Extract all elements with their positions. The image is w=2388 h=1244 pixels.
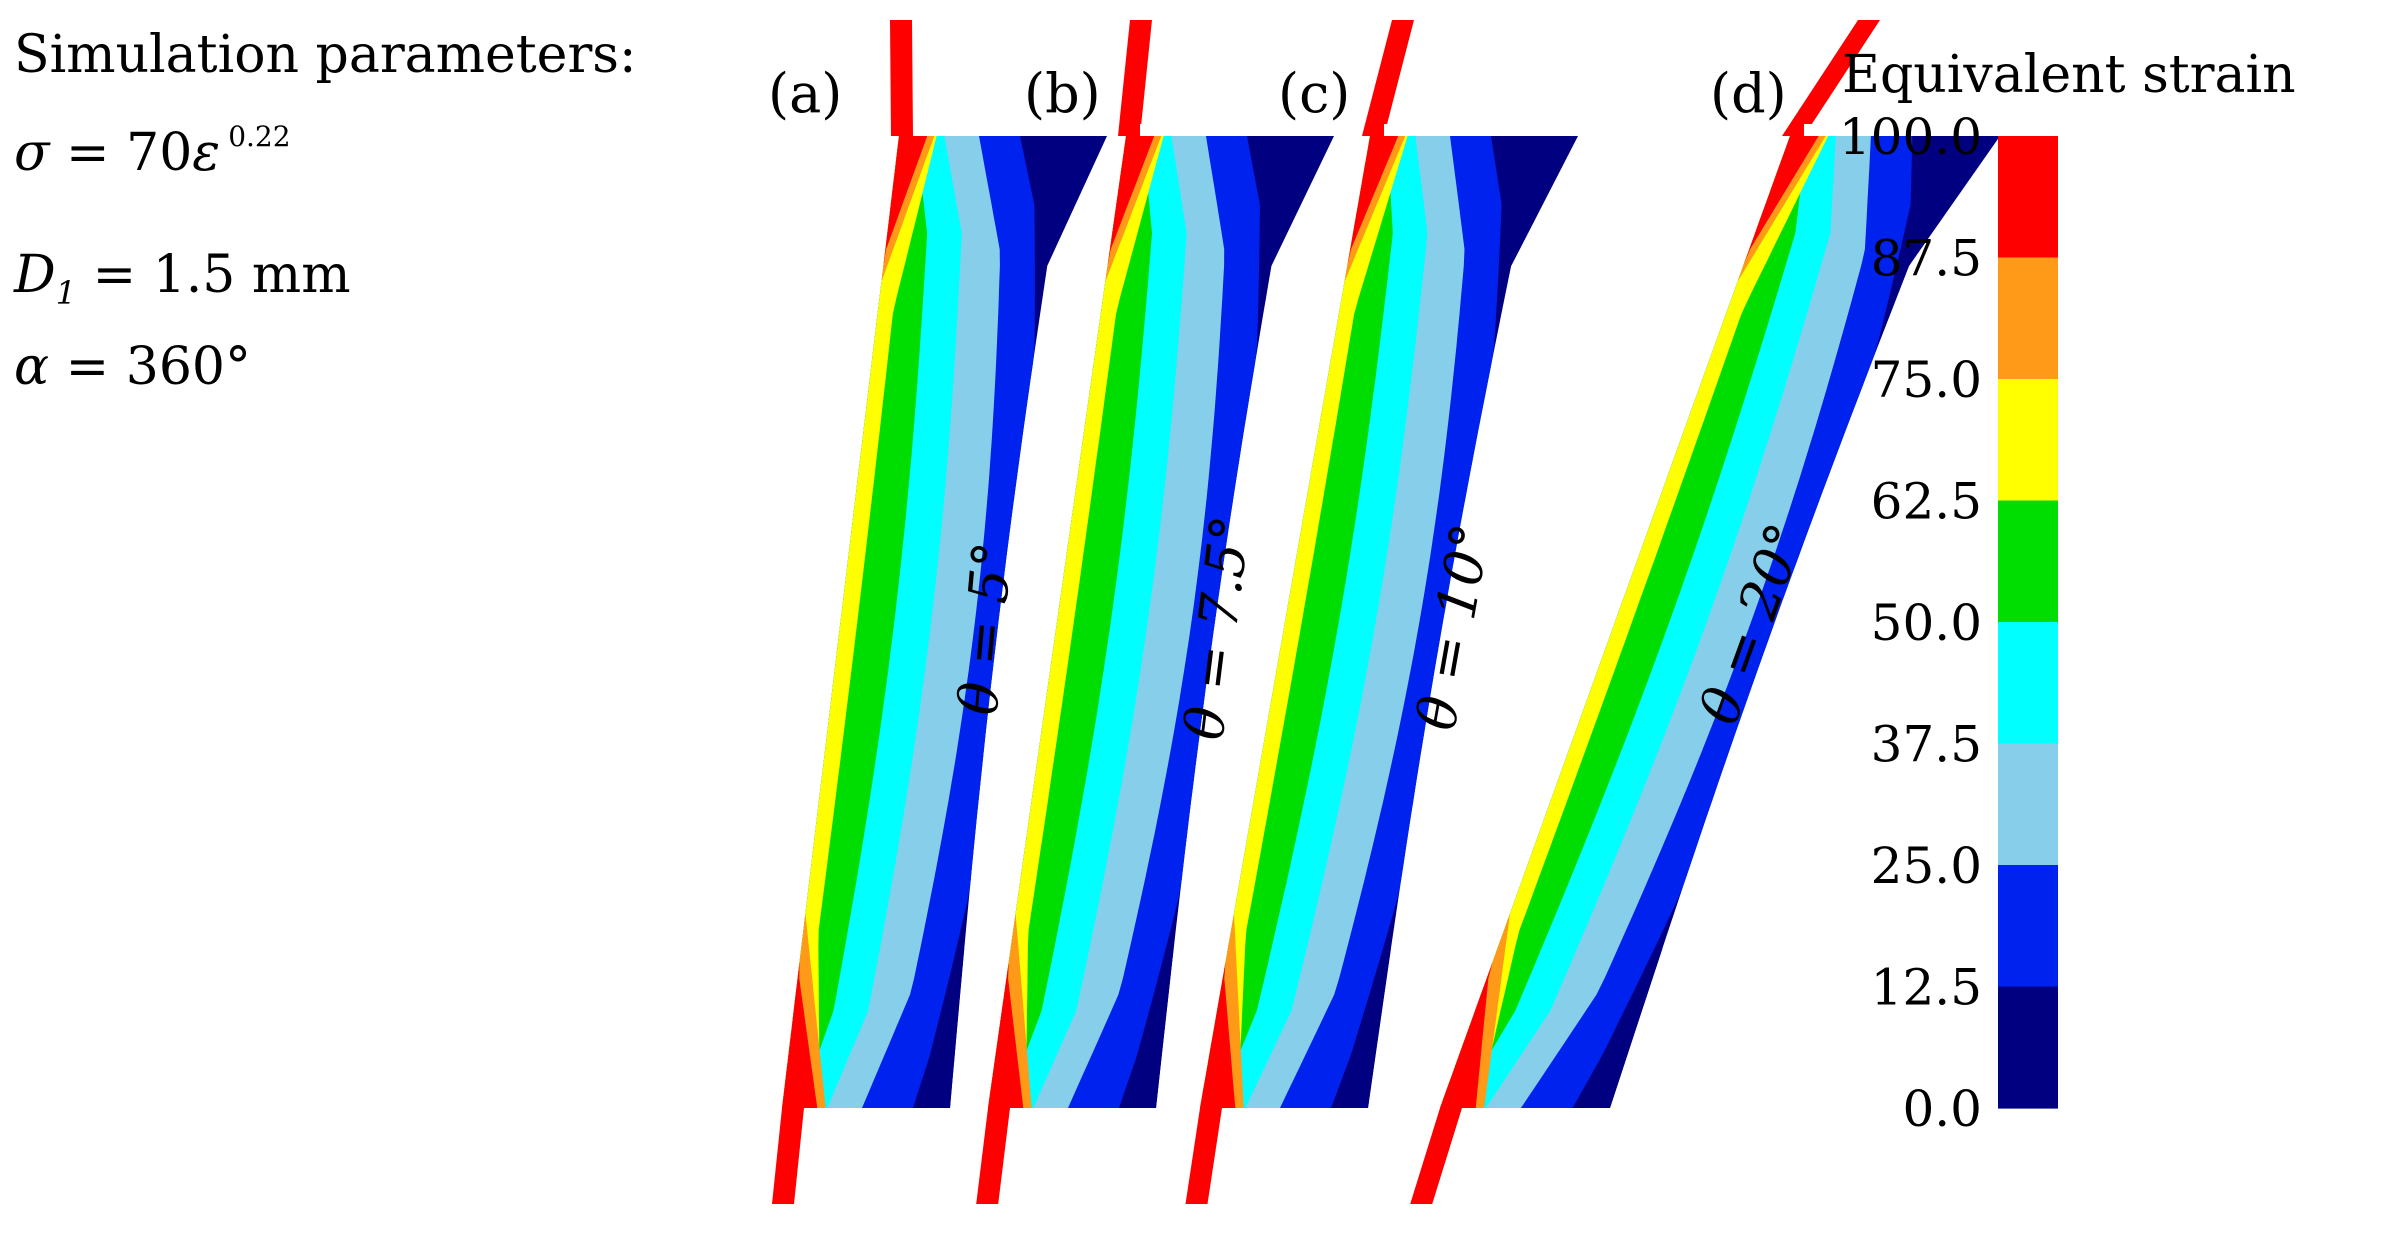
top-dead-zone (1247, 136, 1334, 266)
contour-panels: θ = 5° (a) θ = 7.5°(b)θ = 10°(c)θ = 20°(d) (768, 20, 2000, 1204)
simulation-parameters: Simulation parameters: σ = 70ε 0.22 D1 = … (13, 25, 637, 397)
legend-tick-label: 87.5 (1871, 230, 1982, 288)
panel-a: θ = 5° (a) (768, 20, 1107, 1204)
top-dead-zone (1909, 136, 2000, 266)
legend-title: Equivalent strain (1842, 45, 2296, 105)
strain-contour-band (782, 136, 928, 1108)
legend-band (1998, 500, 2058, 623)
panel-id: (d) (1710, 62, 1787, 125)
panel-id: (c) (1278, 62, 1350, 125)
outlet-billet (1410, 1108, 1462, 1204)
strain-contour-band (1200, 136, 1399, 1108)
flow-stress-equation: σ = 70ε 0.22 (14, 120, 291, 183)
legend-tick-label: 50.0 (1871, 594, 1982, 652)
strain-contour-band (1440, 136, 1819, 1108)
legend-band (1998, 622, 2058, 745)
legend-band (1998, 986, 2058, 1109)
outlet-billet (1185, 1108, 1222, 1204)
top-dead-zone (1491, 136, 1578, 266)
die-step (1384, 124, 1404, 136)
top-dead-zone (1020, 136, 1107, 266)
alpha-parameter: α = 360° (14, 337, 251, 397)
sigma-equals: = 70 (50, 123, 193, 183)
epsilon-symbol: ε (192, 123, 220, 183)
die-step (1140, 124, 1160, 136)
legend-band (1998, 865, 2058, 988)
legend-tick-label: 62.5 (1871, 473, 1982, 531)
legend-tick-label: 37.5 (1871, 716, 1982, 774)
d-subscript: 1 (56, 274, 76, 312)
bottom-dead-zone (1119, 948, 1174, 1108)
legend-tick-label: 75.0 (1871, 351, 1982, 409)
legend-band (1998, 379, 2058, 502)
inlet-billet (1118, 20, 1152, 136)
legend-tick-label: 100.0 (1839, 108, 1982, 166)
params-heading: Simulation parameters: (14, 25, 637, 85)
d-value: = 1.5 mm (76, 245, 350, 305)
strain-contour-band (1440, 136, 1829, 1108)
bottom-dead-zone (1331, 948, 1391, 1108)
strain-contour-band (1200, 136, 1408, 1108)
panel-c: θ = 10°(c) (1185, 20, 1578, 1204)
legend-band (1998, 257, 2058, 380)
bottom-dead-zone (913, 948, 965, 1108)
outlet-billet (976, 1108, 1010, 1204)
strain-contour-band (988, 136, 1164, 1108)
diameter-parameter: D1 = 1.5 mm (13, 245, 351, 312)
die-step (1804, 124, 1824, 136)
panel-d: θ = 20°(d) (1410, 20, 2000, 1204)
alpha-symbol: α (14, 337, 49, 397)
outlet-billet (772, 1108, 804, 1204)
inlet-billet (890, 20, 913, 136)
inlet-billet (1362, 20, 1414, 136)
alpha-value: = 360° (49, 337, 251, 397)
bottom-dead-zone (1572, 948, 1663, 1108)
die-step (913, 124, 933, 136)
legend-tick-label: 25.0 (1871, 837, 1982, 895)
theta-label: θ = 5° (947, 539, 1025, 717)
d-symbol: D (13, 245, 56, 305)
panel-id: (b) (1024, 62, 1101, 125)
legend-band (1998, 743, 2058, 866)
legend-tick-label: 12.5 (1871, 959, 1982, 1017)
sigma-symbol: σ (14, 123, 51, 183)
panel-id: (a) (768, 62, 842, 125)
inlet-billet (1782, 20, 1880, 136)
legend-band (1998, 136, 2058, 259)
legend-tick-label: 0.0 (1902, 1080, 1982, 1138)
strain-contour-band (782, 136, 937, 1108)
strain-contour-band (988, 136, 1155, 1108)
legend-tick-labels: 100.0 87.5 75.0 62.5 50.0 37.5 25.0 12.5 0.0 (1839, 108, 1982, 1138)
strain-legend: Equivalent strain 100.0 87.5 75.0 62.5 50.0 3… (1839, 45, 2296, 1138)
panel-b: θ = 7.5°(b) (976, 20, 1334, 1204)
legend-color-bar (1998, 136, 2058, 1109)
strain-exponent: 0.22 (228, 120, 290, 153)
